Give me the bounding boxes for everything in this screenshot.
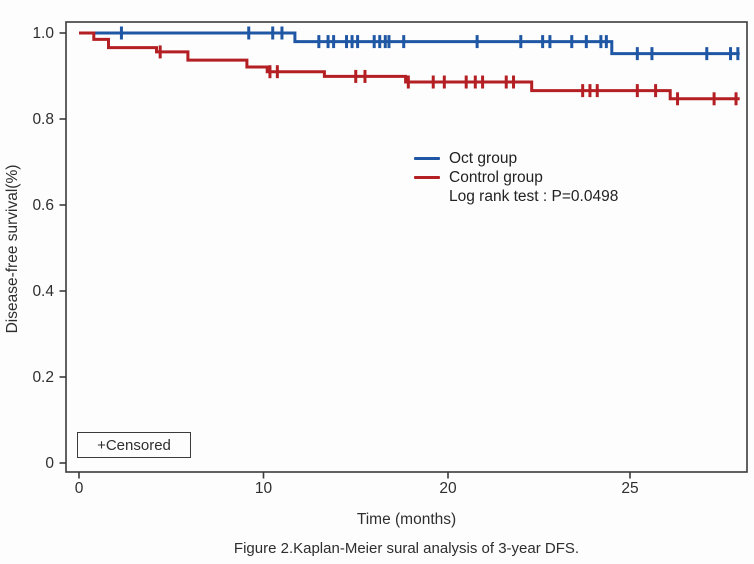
y-axis-title: Disease-free survival(%) <box>4 164 21 334</box>
y-tick-label: 0 <box>45 455 54 472</box>
figure-caption: Figure 2.Kaplan-Meier sural analysis of … <box>233 540 580 557</box>
y-tick-label: 1.0 <box>32 25 54 42</box>
censored-note-label: +Censored <box>97 436 171 454</box>
legend: Oct group Control group Log rank test : … <box>414 149 618 206</box>
legend-row-oct: Oct group <box>414 149 618 168</box>
legend-row-logrank: Log rank test : P=0.0498 <box>414 187 618 206</box>
oct-group-curve <box>79 31 740 56</box>
control-group-line-swatch <box>414 175 440 180</box>
legend-row-control: Control group <box>414 168 618 187</box>
log-rank-annotation: Log rank test : P=0.0498 <box>449 187 619 205</box>
y-tick-label: 0.4 <box>32 283 54 300</box>
y-tick-label: 0.6 <box>32 197 54 214</box>
oct-group-label: Oct group <box>449 149 518 167</box>
y-tick-label: 0.2 <box>32 369 54 386</box>
plot-frame <box>65 21 748 473</box>
oct-group-line-swatch <box>414 156 440 161</box>
x-tick-label: 0 <box>75 480 84 497</box>
x-tick-label: 25 <box>621 480 638 497</box>
censored-note-box: +Censored <box>77 432 191 458</box>
y-tick-label: 0.8 <box>32 111 54 128</box>
x-tick-label: 10 <box>255 480 273 497</box>
x-axis-title: Time (months) <box>356 511 457 528</box>
control-group-label: Control group <box>449 168 543 186</box>
legend-spacer <box>414 196 449 197</box>
x-tick-label: 20 <box>439 480 457 497</box>
control-group-curve <box>79 31 740 101</box>
